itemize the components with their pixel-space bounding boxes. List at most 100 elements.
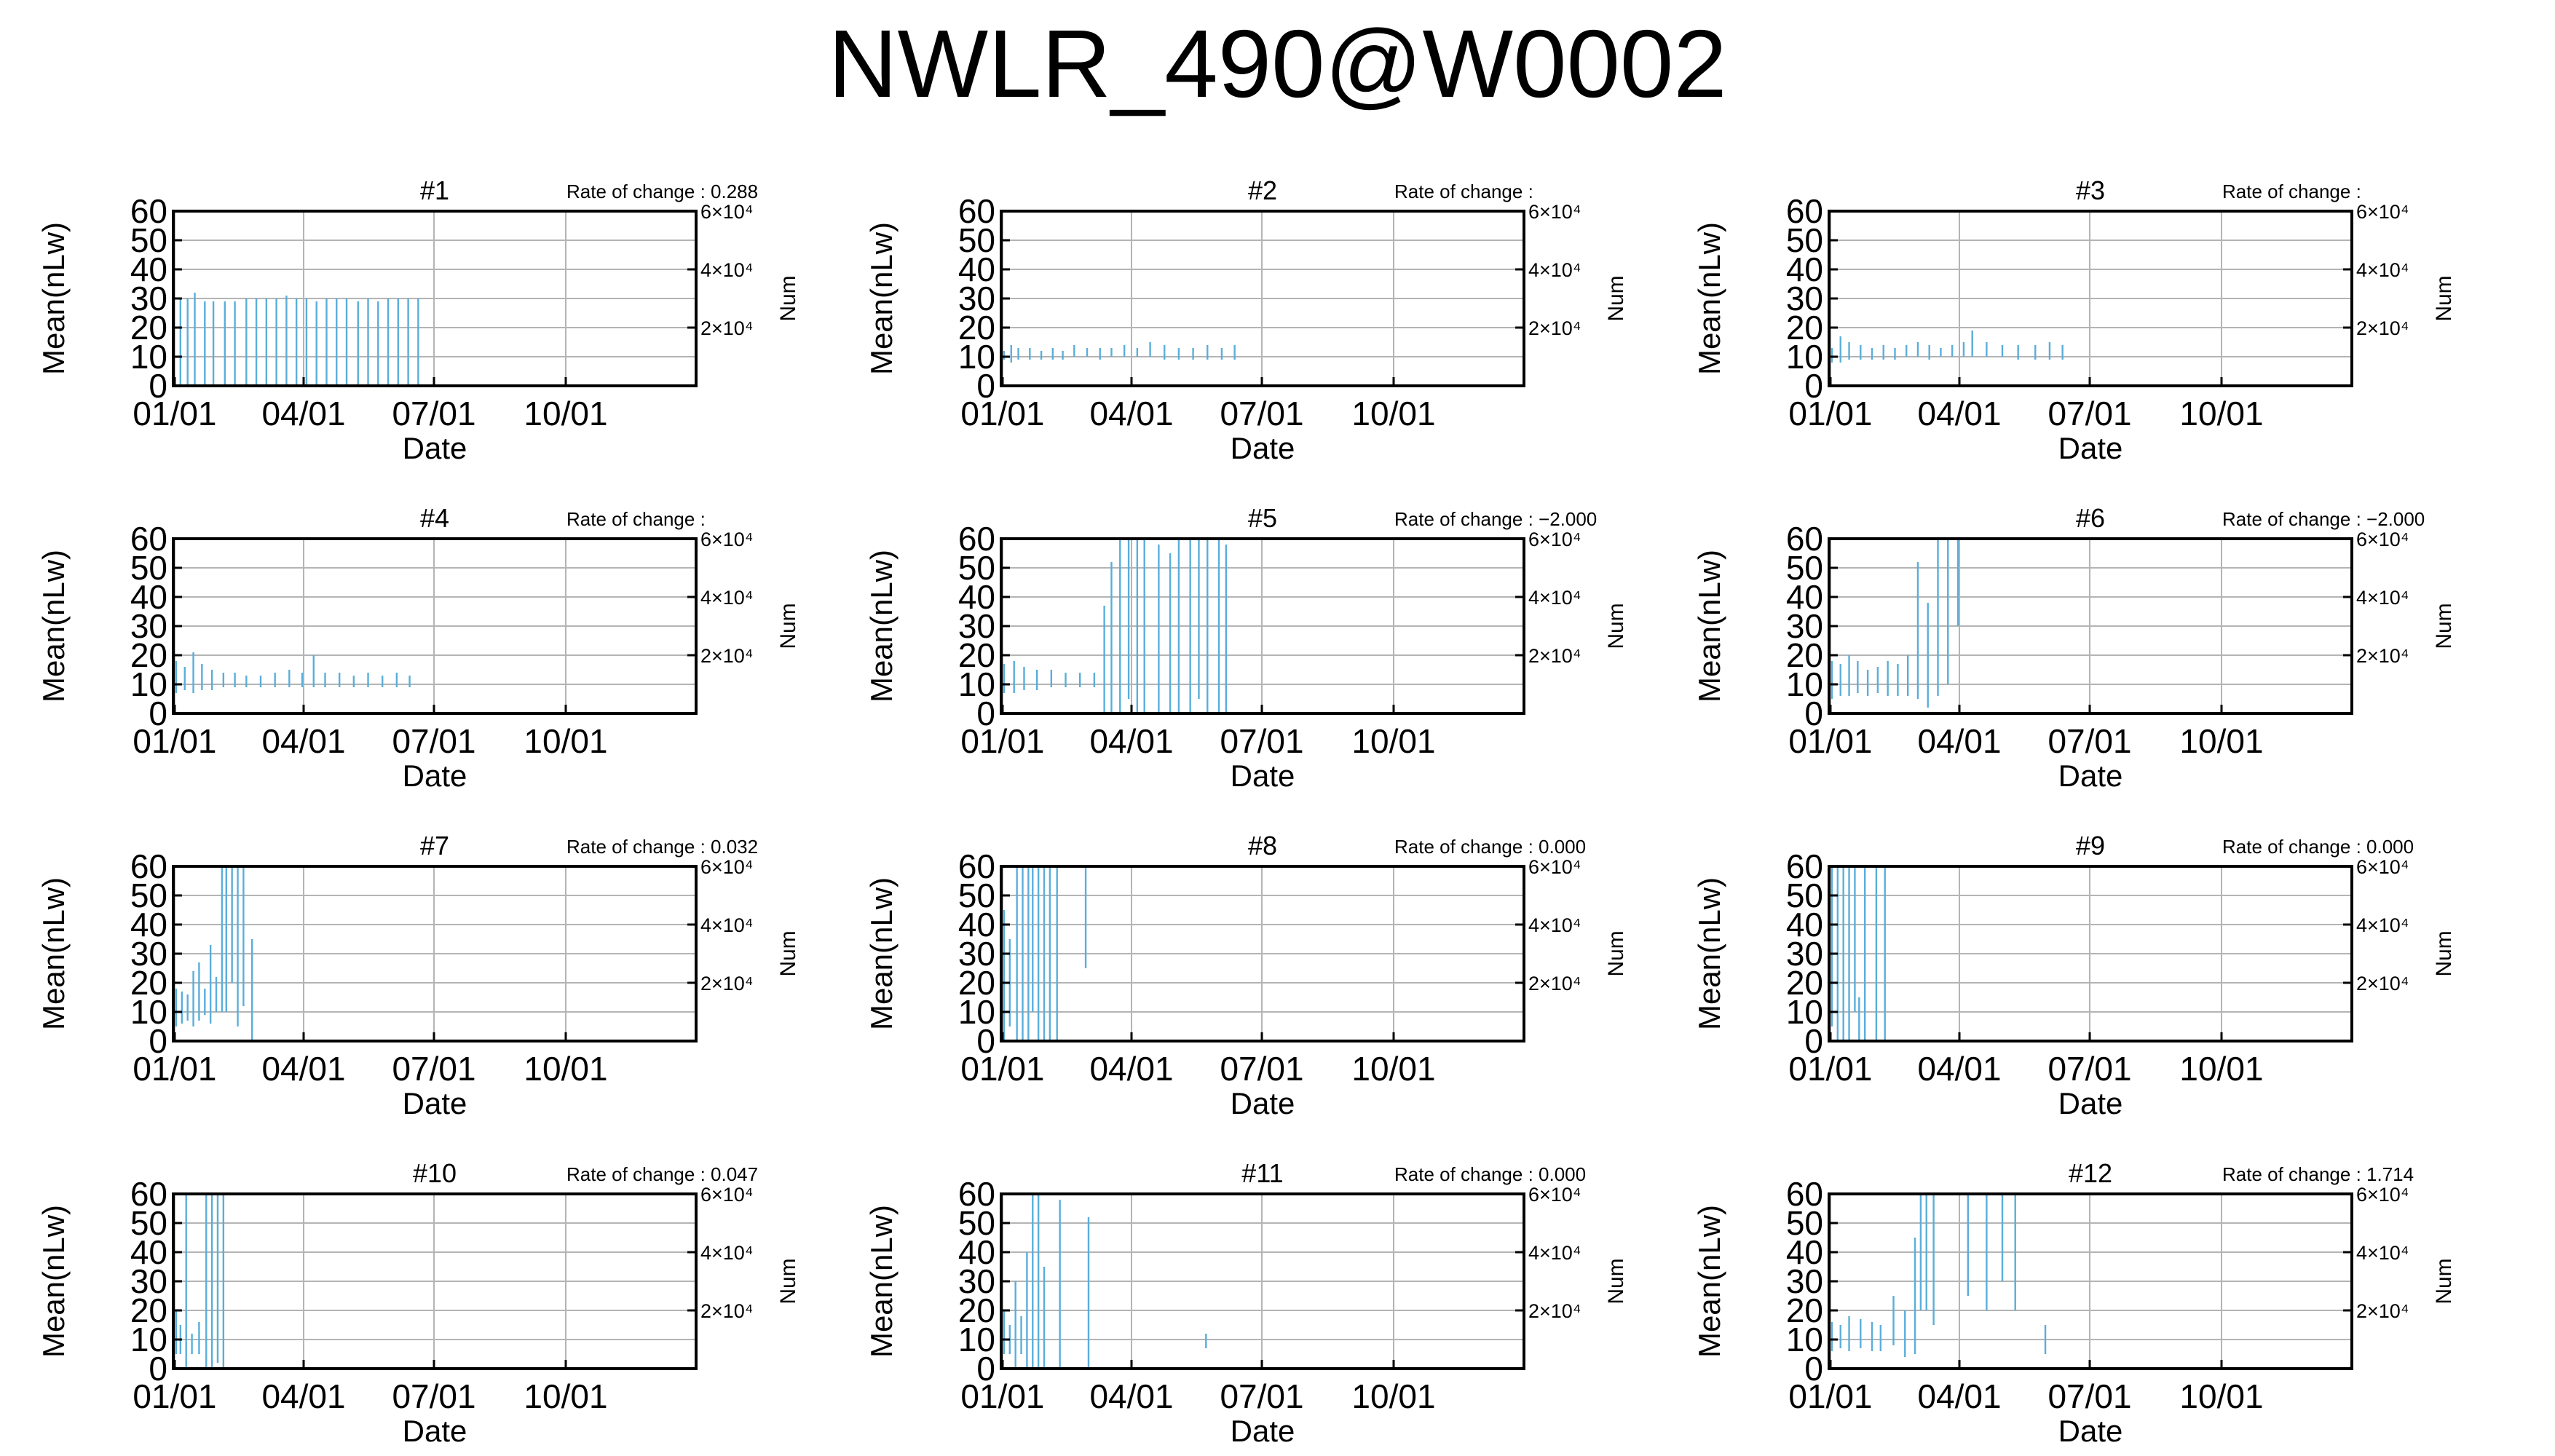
y-tick-label: 0	[976, 1022, 995, 1060]
y-tick-label: 40	[1786, 1233, 1823, 1271]
panel-label: #11	[1241, 1158, 1283, 1188]
y-tick-label: 10	[958, 993, 995, 1031]
y-tick-label: 20	[958, 309, 995, 347]
x-axis-label: Date	[1231, 1414, 1295, 1448]
panel-label: #1	[420, 175, 449, 205]
y-tick-label: 10	[130, 665, 167, 703]
x-tick-label: 01/01	[960, 722, 1044, 760]
y-tick-label: 60	[958, 847, 995, 885]
y-tick-label: 50	[1786, 1204, 1823, 1242]
y2-tick-label: 6×10⁴	[2356, 856, 2409, 878]
y-tick-label: 40	[958, 906, 995, 943]
y-tick-label: 10	[1786, 993, 1823, 1031]
y-tick-label: 60	[1786, 520, 1823, 558]
y-tick-label: 30	[1786, 1262, 1823, 1300]
y2-tick-label: 4×10⁴	[1528, 587, 1581, 609]
y2-tick-label: 2×10⁴	[1528, 645, 1581, 667]
y2-tick-label: 2×10⁴	[1528, 1300, 1581, 1322]
x-tick-label: 01/01	[1788, 1050, 1872, 1088]
x-tick-label: 07/01	[2047, 1050, 2131, 1088]
x-tick-label: 04/01	[1089, 1050, 1173, 1088]
y-tick-label: 30	[1786, 935, 1823, 973]
x-tick-label: 04/01	[1917, 395, 2001, 432]
y-axis-label: Mean(nLw)	[1692, 1205, 1726, 1358]
y2-tick-label: 6×10⁴	[2356, 201, 2409, 223]
y2-tick-label: 6×10⁴	[2356, 529, 2409, 550]
y-tick-label: 10	[1786, 665, 1823, 703]
y2-tick-label: 2×10⁴	[2356, 1300, 2409, 1322]
y-tick-label: 50	[130, 877, 167, 914]
x-axis-label: Date	[403, 759, 467, 793]
x-tick-label: 01/01	[133, 1377, 216, 1415]
y-tick-label: 10	[1786, 338, 1823, 376]
y-axis-label: Mean(nLw)	[36, 222, 71, 375]
y-tick-label: 30	[958, 607, 995, 645]
rate-of-change-label: Rate of change : −2.000	[2222, 508, 2425, 530]
x-tick-label: 07/01	[1220, 1050, 1303, 1088]
y-tick-label: 40	[958, 578, 995, 616]
y-tick-label: 60	[130, 1175, 167, 1213]
figure-title: NWLR_490@W0002	[828, 10, 1727, 117]
x-tick-label: 10/01	[1351, 722, 1435, 760]
panel-label: #5	[1248, 503, 1277, 533]
x-tick-label: 04/01	[261, 1377, 345, 1415]
y2-tick-label: 2×10⁴	[700, 645, 753, 667]
y-tick-label: 30	[958, 280, 995, 317]
x-axis-label: Date	[1231, 431, 1295, 465]
y-tick-label: 0	[1804, 1022, 1823, 1060]
y-tick-label: 40	[1786, 250, 1823, 288]
rate-of-change-label: Rate of change : 0.047	[566, 1163, 758, 1185]
y2-tick-label: 6×10⁴	[700, 856, 753, 878]
y2-tick-label: 6×10⁴	[2356, 1184, 2409, 1206]
x-tick-label: 01/01	[960, 1377, 1044, 1415]
y-tick-label: 40	[1786, 578, 1823, 616]
panel-label: #12	[2069, 1158, 2112, 1188]
y2-tick-label: 2×10⁴	[2356, 973, 2409, 994]
rate-of-change-label: Rate of change : 1.714	[2222, 1163, 2414, 1185]
y-tick-label: 20	[1786, 1291, 1823, 1329]
x-tick-label: 01/01	[1788, 722, 1872, 760]
y-tick-label: 50	[958, 877, 995, 914]
panel-label: #9	[2076, 831, 2105, 860]
x-tick-label: 10/01	[1351, 395, 1435, 432]
y2-axis-label: Num	[776, 603, 800, 649]
y-tick-label: 40	[958, 1233, 995, 1271]
x-axis-label: Date	[1231, 1086, 1295, 1120]
y-tick-label: 0	[976, 1350, 995, 1388]
x-axis-label: Date	[403, 1086, 467, 1120]
x-tick-label: 10/01	[2179, 1377, 2263, 1415]
y-tick-label: 0	[976, 367, 995, 405]
y-tick-label: 20	[1786, 964, 1823, 1002]
rate-of-change-label: Rate of change : −2.000	[1394, 508, 1597, 530]
y2-axis-label: Num	[1604, 275, 1628, 321]
x-tick-label: 10/01	[524, 395, 607, 432]
x-axis-label: Date	[403, 1414, 467, 1448]
y-tick-label: 60	[1786, 847, 1823, 885]
y-tick-label: 10	[958, 338, 995, 376]
x-tick-label: 07/01	[392, 722, 475, 760]
y-tick-label: 20	[1786, 636, 1823, 674]
y-tick-label: 0	[149, 1350, 167, 1388]
x-tick-label: 04/01	[261, 722, 345, 760]
rate-of-change-label: Rate of change :	[566, 508, 706, 530]
y-tick-label: 40	[130, 250, 167, 288]
x-axis-label: Date	[1231, 759, 1295, 793]
x-tick-label: 01/01	[1788, 1377, 1872, 1415]
y-tick-label: 20	[1786, 309, 1823, 347]
y2-tick-label: 6×10⁴	[700, 201, 753, 223]
x-tick-label: 01/01	[960, 1050, 1044, 1088]
y2-tick-label: 4×10⁴	[2356, 587, 2409, 609]
y-tick-label: 0	[1804, 695, 1823, 732]
y-tick-label: 20	[958, 636, 995, 674]
y-tick-label: 50	[130, 221, 167, 259]
x-tick-label: 01/01	[133, 722, 216, 760]
y-tick-label: 20	[130, 1291, 167, 1329]
y-tick-label: 50	[958, 549, 995, 587]
y2-axis-label: Num	[2432, 930, 2456, 976]
y-tick-label: 60	[130, 520, 167, 558]
